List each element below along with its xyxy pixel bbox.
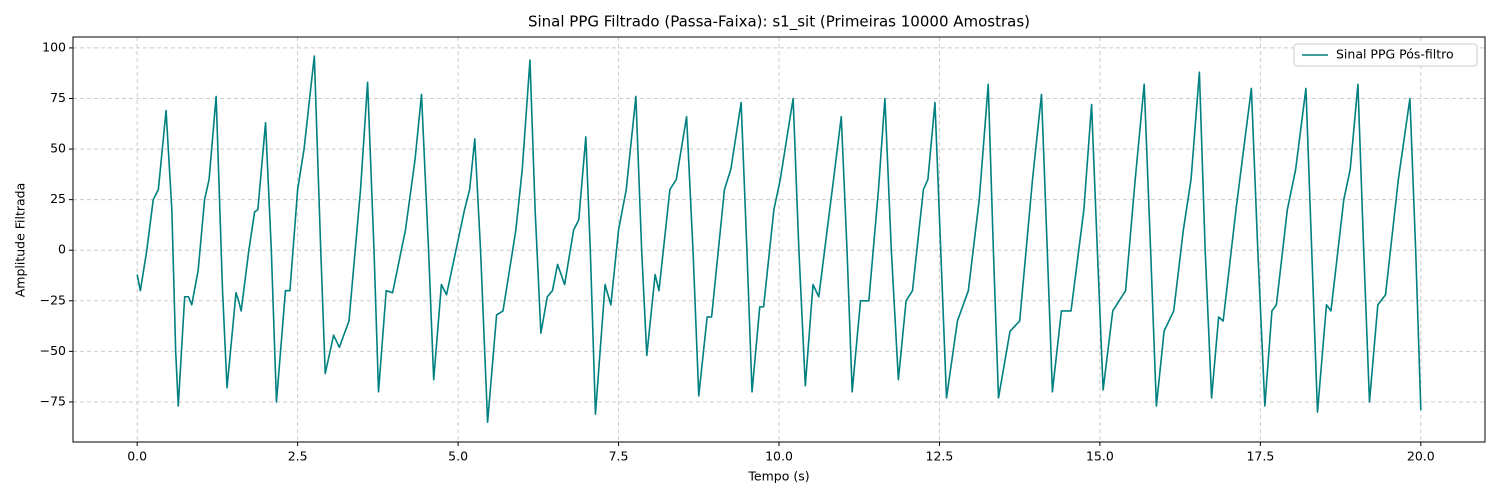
chart-title: Sinal PPG Filtrado (Passa-Faixa): s1_sit… — [528, 13, 1030, 32]
y-tick-label: 25 — [50, 191, 66, 206]
legend-label: Sinal PPG Pós-filtro — [1336, 47, 1454, 62]
data-line — [136, 55, 1422, 423]
x-tick-label: 7.5 — [609, 449, 629, 464]
x-tick-label: 2.5 — [288, 449, 308, 464]
y-axis-label: Amplitude Filtrada — [13, 183, 28, 298]
x-tick-label: 17.5 — [1246, 449, 1274, 464]
x-tick-label: 20.0 — [1407, 449, 1435, 464]
x-tick-label: 0.0 — [127, 449, 147, 464]
x-tick-label: 15.0 — [1086, 449, 1114, 464]
x-tick-label: 12.5 — [926, 449, 954, 464]
legend-box — [1293, 43, 1478, 67]
y-tick-label: −75 — [40, 393, 66, 408]
y-tick-label: 50 — [50, 141, 66, 156]
x-tick-label: 10.0 — [765, 449, 793, 464]
x-axis-label: Tempo (s) — [747, 469, 809, 484]
x-tick-label: 5.0 — [448, 449, 468, 464]
y-tick-label: 0 — [58, 242, 66, 257]
y-tick-label: 75 — [50, 90, 66, 105]
y-tick-label: 100 — [42, 39, 66, 54]
y-tick-label: −25 — [40, 292, 66, 307]
y-tick-label: −50 — [40, 343, 66, 358]
plot-frame — [72, 36, 1486, 443]
